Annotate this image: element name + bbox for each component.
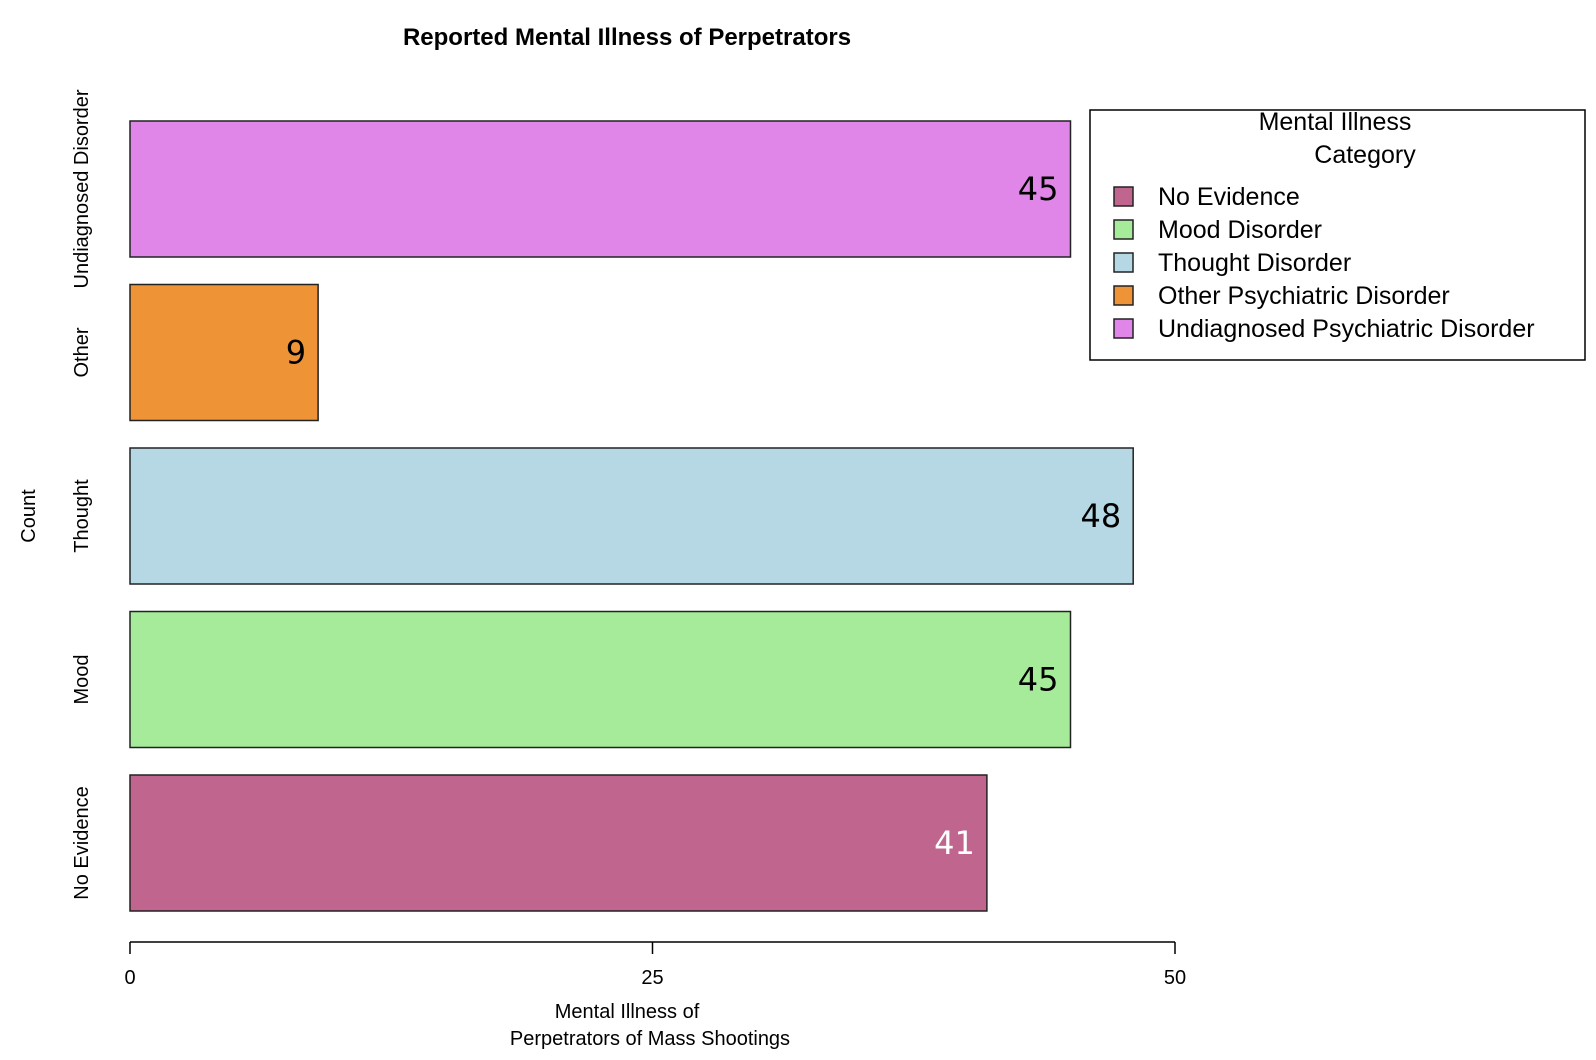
bar-undiagnosed-disorder: [129, 120, 1072, 258]
chart-title: Reported Mental Illness of Perpetrators: [403, 24, 851, 51]
y-axis-label: Count: [18, 489, 40, 543]
x-tick-label-0: 0: [124, 967, 135, 989]
legend-box: [1089, 109, 1586, 361]
bar-value-mood: 45: [1018, 661, 1059, 699]
category-label-no-evidence: No Evidence: [71, 786, 93, 899]
bar-value-no-evidence: 41: [934, 824, 975, 862]
bar-value-thought: 48: [1080, 497, 1121, 535]
x-axis-label-line-1: Mental Illness of: [555, 1001, 700, 1023]
bar-no-evidence: [129, 774, 988, 912]
legend-label-thought-disorder: Thought Disorder: [1158, 249, 1351, 277]
category-label-undiagnosed-disorder: Undiagnosed Disorder: [71, 89, 93, 288]
legend-swatch-thought-disorder: [1113, 252, 1134, 273]
category-label-mood: Mood: [71, 654, 93, 704]
bars-group: 41 No Evidence 45 Mood 48 Thought 9 Other 45 Undi…: [71, 89, 1134, 912]
x-tick-label-50: 50: [1164, 967, 1186, 989]
legend-title-line-2: Category: [1314, 141, 1416, 169]
bar-mood: [129, 610, 1072, 749]
legend-swatch-other-psychiatric-disorder: [1113, 285, 1134, 306]
x-axis: 0 25 50: [124, 941, 1186, 989]
legend-label-mood-disorder: Mood Disorder: [1158, 216, 1322, 244]
legend: Mental Illness Category No Evidence Mood Di…: [1089, 108, 1586, 361]
legend-label-undiagnosed-psychiatric-disorder: Undiagnosed Psychiatric Disorder: [1158, 315, 1535, 343]
category-label-other: Other: [71, 327, 93, 377]
legend-label-other-psychiatric-disorder: Other Psychiatric Disorder: [1158, 282, 1450, 310]
bar-value-other: 9: [286, 334, 306, 372]
category-label-thought: Thought: [71, 479, 93, 553]
legend-swatch-mood-disorder: [1113, 219, 1134, 240]
legend-label-no-evidence: No Evidence: [1158, 183, 1300, 211]
legend-swatch-no-evidence: [1113, 186, 1134, 207]
bar-thought: [129, 447, 1134, 585]
legend-title-line-1: Mental Illness: [1259, 108, 1412, 136]
legend-swatch-undiagnosed-psychiatric-disorder: [1113, 318, 1134, 339]
bar-other: [129, 283, 319, 422]
x-tick-label-25: 25: [641, 967, 663, 989]
bar-value-undiagnosed-disorder: 45: [1018, 170, 1059, 208]
x-axis-label-line-2: Perpetrators of Mass Shootings: [510, 1028, 790, 1050]
